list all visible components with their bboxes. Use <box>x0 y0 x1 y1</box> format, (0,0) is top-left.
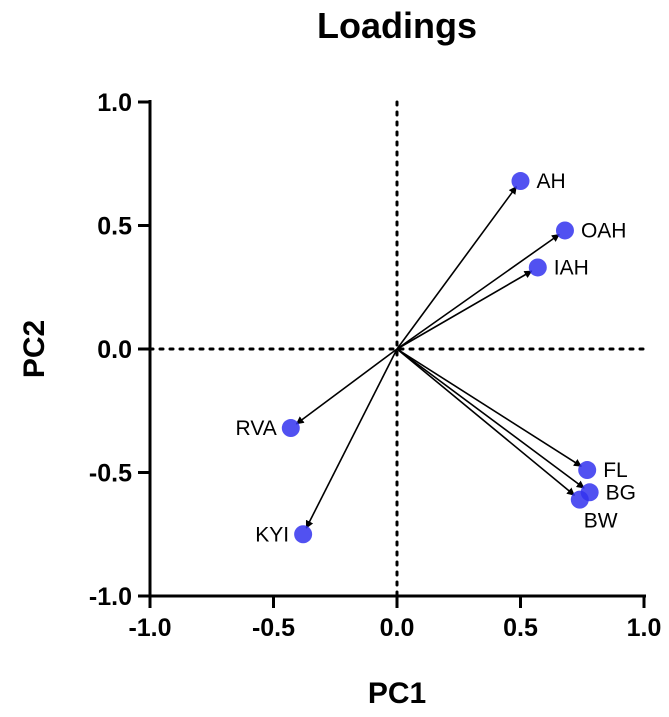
y-tick-label: -1.0 <box>89 583 132 611</box>
point-label-bw: BW <box>584 510 618 533</box>
point-oah <box>555 221 574 240</box>
point-label-oah: OAH <box>581 219 627 242</box>
point-label-bg: BG <box>606 481 636 504</box>
point-fl <box>578 461 597 480</box>
loading-arrow-kyi <box>305 348 398 529</box>
y-tick-label: -0.5 <box>89 460 132 488</box>
x-tick-label: 0.0 <box>380 614 415 642</box>
loading-arrow-fl <box>396 348 582 467</box>
x-tick-label: 1.0 <box>627 614 662 642</box>
point-label-iah: IAH <box>554 256 589 279</box>
y-tick-label: 0.5 <box>97 213 132 241</box>
loading-arrow-rva <box>295 348 398 425</box>
point-label-ah: AH <box>537 170 566 193</box>
point-label-kyi: KYI <box>255 523 289 546</box>
point-bw <box>570 490 589 509</box>
x-tick-label: 0.5 <box>503 614 538 642</box>
x-tick-label: -0.5 <box>252 614 295 642</box>
point-label-rva: RVA <box>236 417 277 440</box>
y-tick-label: 0.0 <box>97 336 132 364</box>
point-rva <box>281 419 300 438</box>
loading-arrow-bg <box>396 348 585 489</box>
point-kyi <box>294 525 313 544</box>
loading-arrow-ah <box>396 186 517 350</box>
loading-arrow-bw <box>396 348 575 496</box>
point-label-fl: FL <box>603 459 628 482</box>
loading-arrow-oah <box>396 233 560 350</box>
loading-arrow-iah <box>396 270 533 350</box>
x-tick-label: -1.0 <box>128 614 171 642</box>
point-ah <box>511 172 530 191</box>
x-axis-label: PC1 <box>368 677 426 710</box>
point-iah <box>528 258 547 277</box>
y-axis-label: PC2 <box>18 320 51 378</box>
chart-title: Loadings <box>317 5 477 46</box>
y-tick-label: 1.0 <box>97 89 132 117</box>
